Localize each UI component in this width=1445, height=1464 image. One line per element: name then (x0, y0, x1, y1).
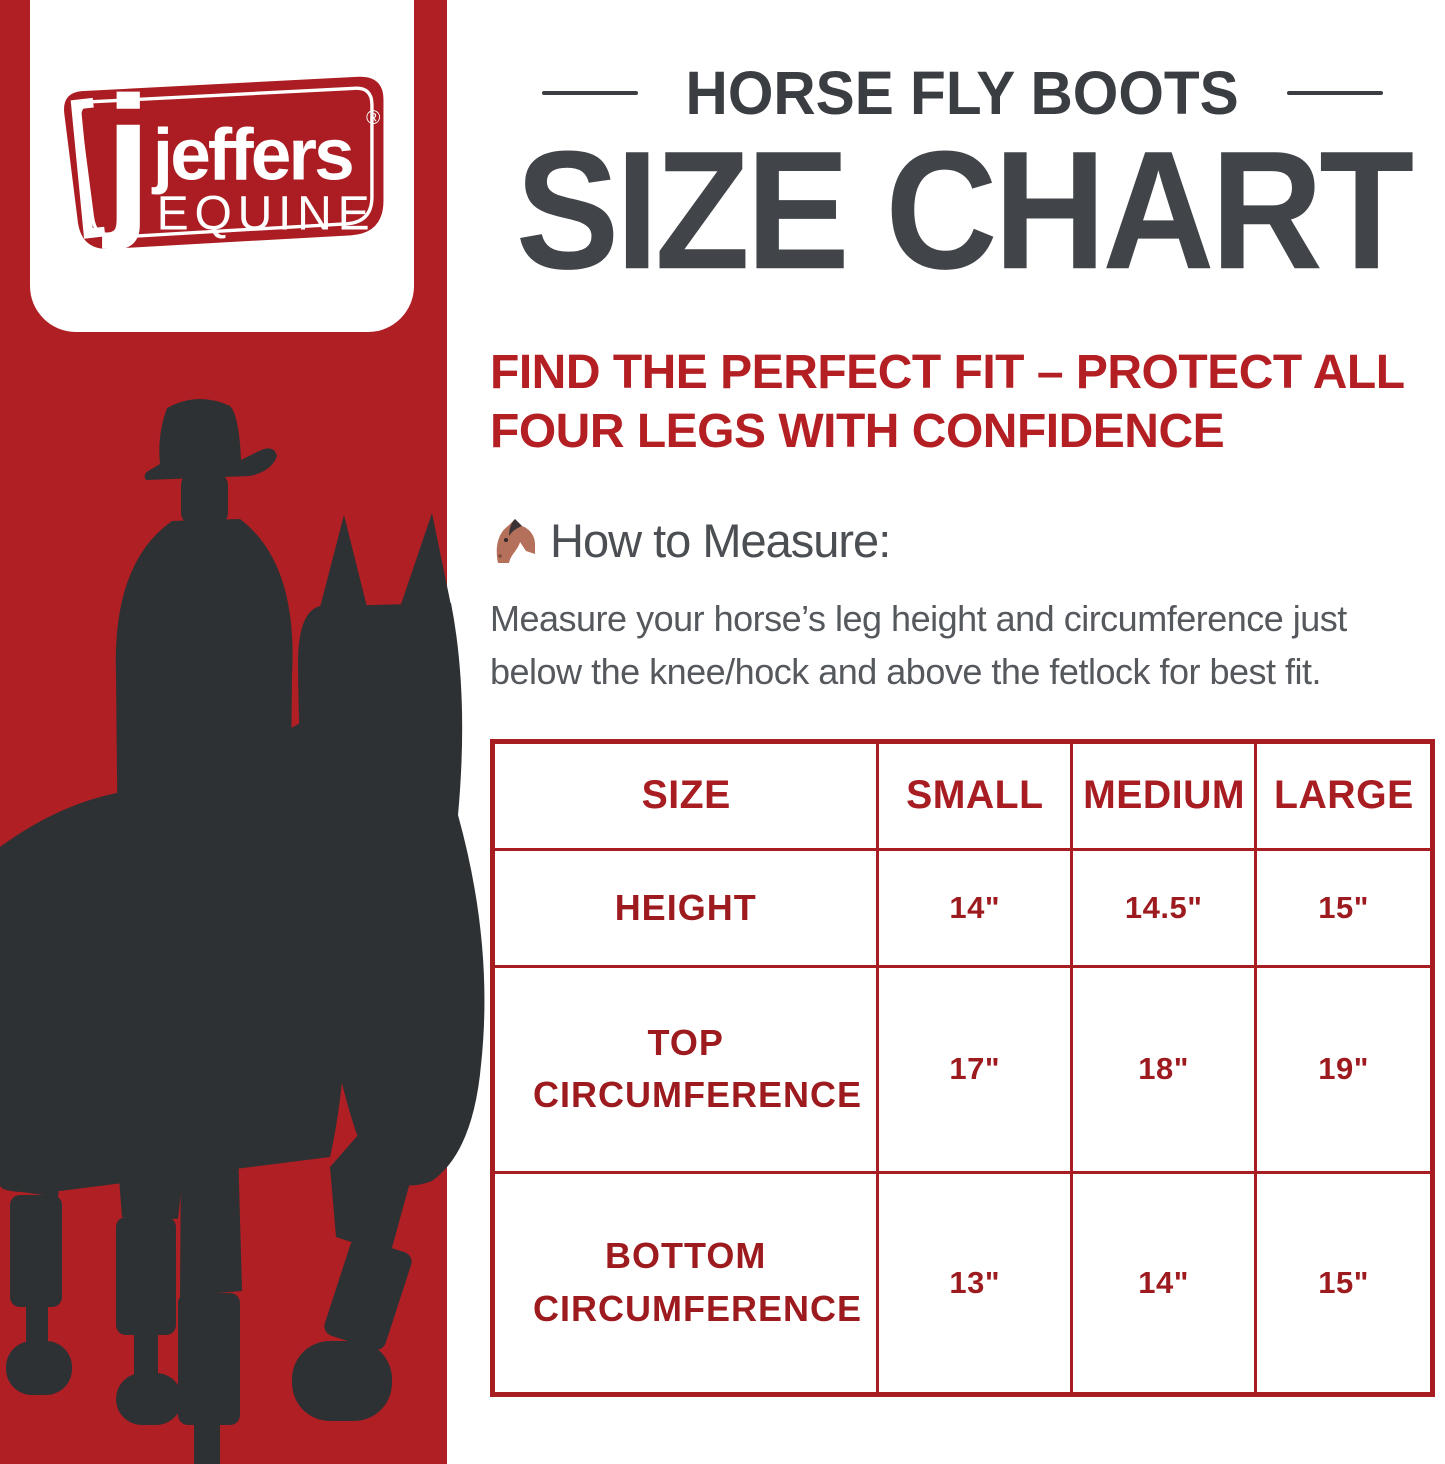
bottom-circumference-medium: 14" (1070, 1170, 1258, 1396)
product-kicker: HORSE FLY BOOTS (685, 59, 1240, 127)
top-circumference-medium: 18" (1070, 964, 1258, 1174)
table-row-height: HEIGHT 14" 14.5" 15" (490, 847, 1434, 968)
how-to-measure-row: How to Measure: (490, 513, 891, 568)
column-header-medium: MEDIUM (1071, 739, 1256, 851)
bottom-circumference-small: 13" (876, 1170, 1074, 1396)
horse-head-icon (496, 518, 535, 563)
title-dash-right (1286, 91, 1383, 95)
logo-card: j jeffers ® EQUINE (30, 0, 414, 332)
column-header-large: LARGE (1256, 739, 1433, 851)
column-header-size: SIZE (494, 739, 876, 851)
logo-registered-mark: ® (366, 108, 380, 129)
table-row-bottom-circumference: BOTTOM CIRCUMFERENCE 13" 14" 15" (490, 1170, 1434, 1396)
measure-instructions: Measure your horse’s leg height and circ… (490, 598, 1347, 693)
logo-brand-text: jeffers (151, 115, 352, 196)
cowboy-horse-silhouette-image (0, 398, 485, 1464)
red-side-panel: j jeffers ® EQUINE (0, 0, 485, 1464)
height-large: 15" (1254, 847, 1434, 968)
title-dash-left (542, 91, 639, 95)
tagline: FIND THE PERFECT FIT – PROTECT ALL FOUR … (490, 346, 1404, 458)
height-small: 14" (876, 847, 1074, 968)
size-chart-table: SIZE SMALL MEDIUM LARGE HEIGHT 14" 14.5"… (490, 738, 1435, 1397)
height-medium: 14.5" (1070, 847, 1258, 968)
row-label-bottom-circumference: BOTTOM CIRCUMFERENCE (490, 1170, 880, 1396)
top-circumference-small: 17" (876, 964, 1074, 1174)
row-label-top-circumference: TOP CIRCUMFERENCE (490, 964, 880, 1174)
jeffers-equine-logo: j jeffers ® EQUINE (64, 66, 384, 250)
main-content: HORSE FLY BOOTS SIZE CHART FIND THE PERF… (447, 0, 1445, 1464)
page-title: SIZE CHART (515, 116, 1414, 305)
top-circumference-large: 19" (1254, 964, 1434, 1174)
logo-subbrand-text: EQUINE (157, 188, 376, 241)
logo-big-j: j (102, 66, 152, 250)
table-row-top-circumference: TOP CIRCUMFERENCE 17" 18" 19" (490, 964, 1434, 1174)
table-header-row: SIZE SMALL MEDIUM LARGE (493, 739, 1433, 851)
row-label-height: HEIGHT (490, 847, 880, 968)
logo-badge-shape (64, 76, 384, 249)
kicker-row: HORSE FLY BOOTS (542, 58, 1383, 128)
column-header-small: SMALL (878, 739, 1072, 851)
logo-bracket-icon (70, 97, 106, 239)
bottom-circumference-large: 15" (1254, 1170, 1434, 1396)
how-to-measure-heading: How to Measure: (550, 514, 891, 568)
